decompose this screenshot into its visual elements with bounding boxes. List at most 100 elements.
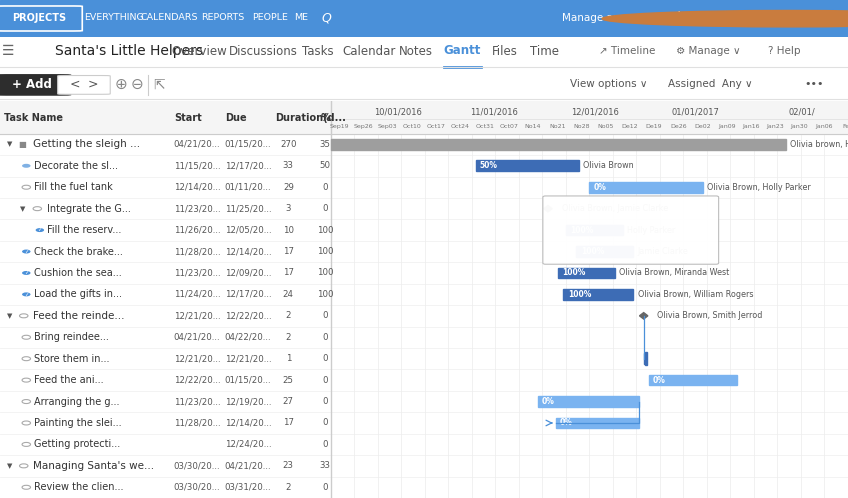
Text: Overview: Overview bbox=[171, 45, 227, 58]
Text: 12/24/20...: 12/24/20... bbox=[225, 440, 271, 449]
Text: Integrate the G...: Integrate the G... bbox=[47, 204, 131, 214]
Text: 35: 35 bbox=[320, 140, 330, 149]
Text: No21: No21 bbox=[549, 124, 566, 129]
Text: 3: 3 bbox=[286, 204, 291, 213]
Text: 29: 29 bbox=[283, 183, 293, 192]
Text: 04/21/20...: 04/21/20... bbox=[225, 461, 271, 470]
Bar bbox=[555, 418, 639, 428]
Text: 12/21/20...: 12/21/20... bbox=[174, 354, 220, 363]
Text: Fill the fuel tank: Fill the fuel tank bbox=[34, 182, 113, 192]
Text: Jan16: Jan16 bbox=[742, 124, 760, 129]
Text: Oct17: Oct17 bbox=[427, 124, 445, 129]
Text: PEOPLE: PEOPLE bbox=[252, 13, 287, 22]
Text: 03/31/20...: 03/31/20... bbox=[225, 483, 271, 492]
Text: Olivia Brown, Holly Parker: Olivia Brown, Holly Parker bbox=[707, 183, 812, 192]
FancyBboxPatch shape bbox=[58, 76, 110, 94]
Text: No14: No14 bbox=[525, 124, 541, 129]
Text: Feed the reinde...: Feed the reinde... bbox=[33, 311, 125, 321]
Text: Sep03: Sep03 bbox=[378, 124, 398, 129]
Text: REPORTS: REPORTS bbox=[201, 13, 245, 22]
Text: PROJECTS: PROJECTS bbox=[12, 13, 66, 23]
Text: ME: ME bbox=[294, 13, 308, 22]
Bar bbox=[644, 352, 647, 365]
Text: Store them in...: Store them in... bbox=[34, 354, 109, 364]
Text: 100%: 100% bbox=[562, 268, 586, 277]
Text: 11/23/20...: 11/23/20... bbox=[174, 204, 220, 213]
Text: 0: 0 bbox=[322, 440, 327, 449]
Text: Arranging the g...: Arranging the g... bbox=[34, 396, 120, 406]
Text: Getting protecti...: Getting protecti... bbox=[34, 439, 120, 449]
Text: Jan23: Jan23 bbox=[767, 124, 784, 129]
Text: Holly Parker: Holly Parker bbox=[628, 226, 676, 235]
Text: ↗ Timeline: ↗ Timeline bbox=[600, 46, 656, 56]
Text: Duration(d...: Duration(d... bbox=[276, 113, 347, 123]
Text: 24: 24 bbox=[283, 290, 293, 299]
Text: Jan30: Jan30 bbox=[790, 124, 808, 129]
Text: View options ∨: View options ∨ bbox=[570, 79, 648, 89]
Text: 11/01/2016: 11/01/2016 bbox=[470, 108, 517, 117]
Text: 100%: 100% bbox=[568, 290, 591, 299]
Text: Santa's Little Helpers: Santa's Little Helpers bbox=[55, 44, 204, 58]
Text: 17: 17 bbox=[283, 418, 293, 427]
Text: Review the clien...: Review the clien... bbox=[34, 482, 124, 493]
Text: □: □ bbox=[672, 10, 685, 25]
Text: 33: 33 bbox=[320, 461, 330, 470]
Text: 12/05/20...: 12/05/20... bbox=[225, 226, 271, 235]
Text: 270: 270 bbox=[280, 140, 297, 149]
Text: 0: 0 bbox=[322, 375, 327, 384]
Bar bbox=[538, 396, 639, 407]
Text: 04/21/20...: 04/21/20... bbox=[174, 140, 220, 149]
Text: De12: De12 bbox=[622, 124, 639, 129]
Text: Olivia brown, Holly Parker,: Olivia brown, Holly Parker, bbox=[790, 140, 848, 149]
Text: 11/25/20...: 11/25/20... bbox=[225, 204, 271, 213]
Polygon shape bbox=[639, 313, 648, 319]
Text: 0: 0 bbox=[322, 204, 327, 213]
Text: 0: 0 bbox=[322, 333, 327, 342]
Text: ✓: ✓ bbox=[24, 292, 29, 297]
Text: 12/14/20...: 12/14/20... bbox=[225, 418, 271, 427]
Text: ? Help: ? Help bbox=[768, 46, 801, 56]
Text: 11/28/20...: 11/28/20... bbox=[174, 418, 220, 427]
Text: 12/19/20...: 12/19/20... bbox=[225, 397, 271, 406]
Text: 12/09/20...: 12/09/20... bbox=[225, 268, 271, 277]
Text: Bring reindee...: Bring reindee... bbox=[34, 332, 109, 342]
Text: 04/22/20...: 04/22/20... bbox=[225, 333, 271, 342]
Text: Start: Start bbox=[174, 113, 202, 123]
Text: Managing Santa's we...: Managing Santa's we... bbox=[33, 461, 154, 471]
Text: Decorate the sl...: Decorate the sl... bbox=[34, 161, 118, 171]
Text: ▼: ▼ bbox=[7, 463, 12, 469]
Text: Oct31: Oct31 bbox=[475, 124, 494, 129]
Text: 0%: 0% bbox=[560, 418, 573, 427]
Text: No28: No28 bbox=[573, 124, 589, 129]
Text: 11/26/20...: 11/26/20... bbox=[174, 226, 220, 235]
Text: No05: No05 bbox=[598, 124, 614, 129]
Bar bbox=[577, 246, 633, 257]
Text: 27: 27 bbox=[283, 397, 293, 406]
Bar bbox=[589, 182, 703, 193]
Text: 12/14/20...: 12/14/20... bbox=[174, 183, 220, 192]
Text: 100: 100 bbox=[316, 226, 333, 235]
Text: 11/28/20...: 11/28/20... bbox=[174, 247, 220, 256]
Text: 17: 17 bbox=[283, 247, 293, 256]
Text: □: □ bbox=[701, 10, 715, 25]
Text: Oct24: Oct24 bbox=[451, 124, 470, 129]
Text: 2: 2 bbox=[286, 483, 291, 492]
Text: <: < bbox=[70, 78, 80, 91]
Text: 03/30/20...: 03/30/20... bbox=[174, 483, 220, 492]
Circle shape bbox=[22, 164, 31, 168]
Circle shape bbox=[22, 249, 31, 253]
Bar bbox=[564, 289, 633, 300]
Text: Olivia Brown, William Rogers: Olivia Brown, William Rogers bbox=[638, 290, 753, 299]
Text: 2: 2 bbox=[286, 311, 291, 320]
Text: 01/15/20...: 01/15/20... bbox=[225, 375, 271, 384]
Text: 23: 23 bbox=[283, 461, 293, 470]
FancyBboxPatch shape bbox=[0, 74, 71, 96]
Text: 12/22/20...: 12/22/20... bbox=[174, 375, 220, 384]
Text: 01/11/20...: 01/11/20... bbox=[225, 183, 271, 192]
Text: 0: 0 bbox=[322, 397, 327, 406]
Text: Notes: Notes bbox=[399, 45, 432, 58]
Text: Gantt: Gantt bbox=[444, 44, 481, 57]
Text: ⊖: ⊖ bbox=[131, 77, 144, 92]
Text: %: % bbox=[321, 113, 330, 123]
Text: >: > bbox=[87, 78, 98, 91]
